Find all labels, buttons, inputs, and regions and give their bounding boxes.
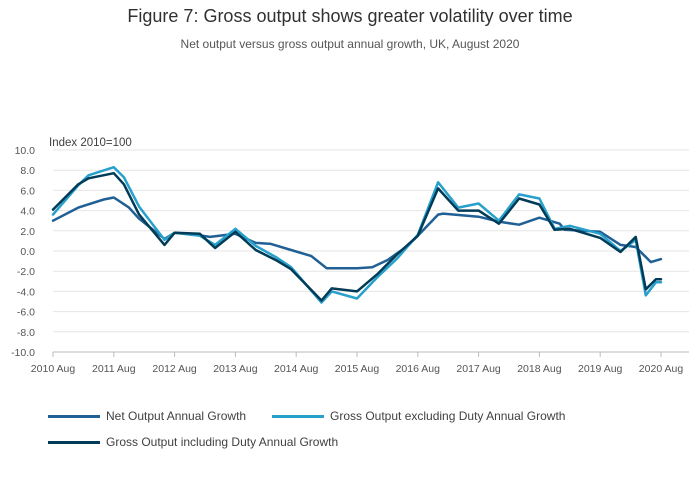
- y-tick-label: 6.0: [20, 185, 35, 197]
- chart-title: Figure 7: Gross output shows greater vol…: [127, 6, 573, 26]
- x-tick-label: 2020 Aug: [639, 363, 684, 375]
- series-line: [51, 196, 663, 270]
- y-tick-label: -2.0: [17, 266, 35, 278]
- legend-swatch: [48, 414, 100, 418]
- x-tick-label: 2017 Aug: [456, 363, 501, 375]
- y-tick-label: -6.0: [17, 307, 35, 319]
- x-tick-label: 2013 Aug: [213, 363, 258, 375]
- series-line: [51, 171, 663, 302]
- y-tick-label: 8.0: [20, 165, 35, 177]
- legend-item-gross-incl-duty[interactable]: Gross Output including Duty Annual Growt…: [48, 435, 338, 449]
- legend-label: Gross Output including Duty Annual Growt…: [106, 435, 339, 449]
- chart-subtitle: Net output versus gross output annual gr…: [180, 37, 520, 51]
- x-tick-label: 2010 Aug: [31, 363, 76, 375]
- x-tick-label: 2014 Aug: [274, 363, 319, 375]
- x-tick-label: 2019 Aug: [578, 363, 623, 375]
- y-tick-label: -4.0: [17, 286, 35, 298]
- x-tick-label: 2015 Aug: [335, 363, 380, 375]
- y-tick-label: 0.0: [20, 246, 35, 258]
- y-tick-label: -8.0: [17, 327, 35, 339]
- legend-label: Net Output Annual Growth: [106, 409, 247, 423]
- legend-item-net-output[interactable]: Net Output Annual Growth: [48, 409, 246, 423]
- x-tick-label: 2011 Aug: [92, 363, 136, 375]
- series-line: [51, 165, 663, 304]
- legend-label: Gross Output excluding Duty Annual Growt…: [330, 409, 566, 423]
- y-axis-label: Index 2010=100: [49, 137, 132, 149]
- legend-item-gross-excl-duty[interactable]: Gross Output excluding Duty Annual Growt…: [272, 409, 565, 423]
- legend-swatch: [48, 440, 100, 444]
- y-tick-label: 2.0: [20, 226, 35, 238]
- legend-swatch: [272, 414, 324, 418]
- y-tick-label: -10.0: [11, 347, 35, 359]
- y-tick-label: 4.0: [20, 206, 35, 218]
- x-tick-label: 2012 Aug: [152, 363, 197, 375]
- x-tick-label: 2016 Aug: [396, 363, 441, 375]
- x-tick-label: 2018 Aug: [517, 363, 562, 375]
- y-tick-label: 10.0: [15, 145, 36, 157]
